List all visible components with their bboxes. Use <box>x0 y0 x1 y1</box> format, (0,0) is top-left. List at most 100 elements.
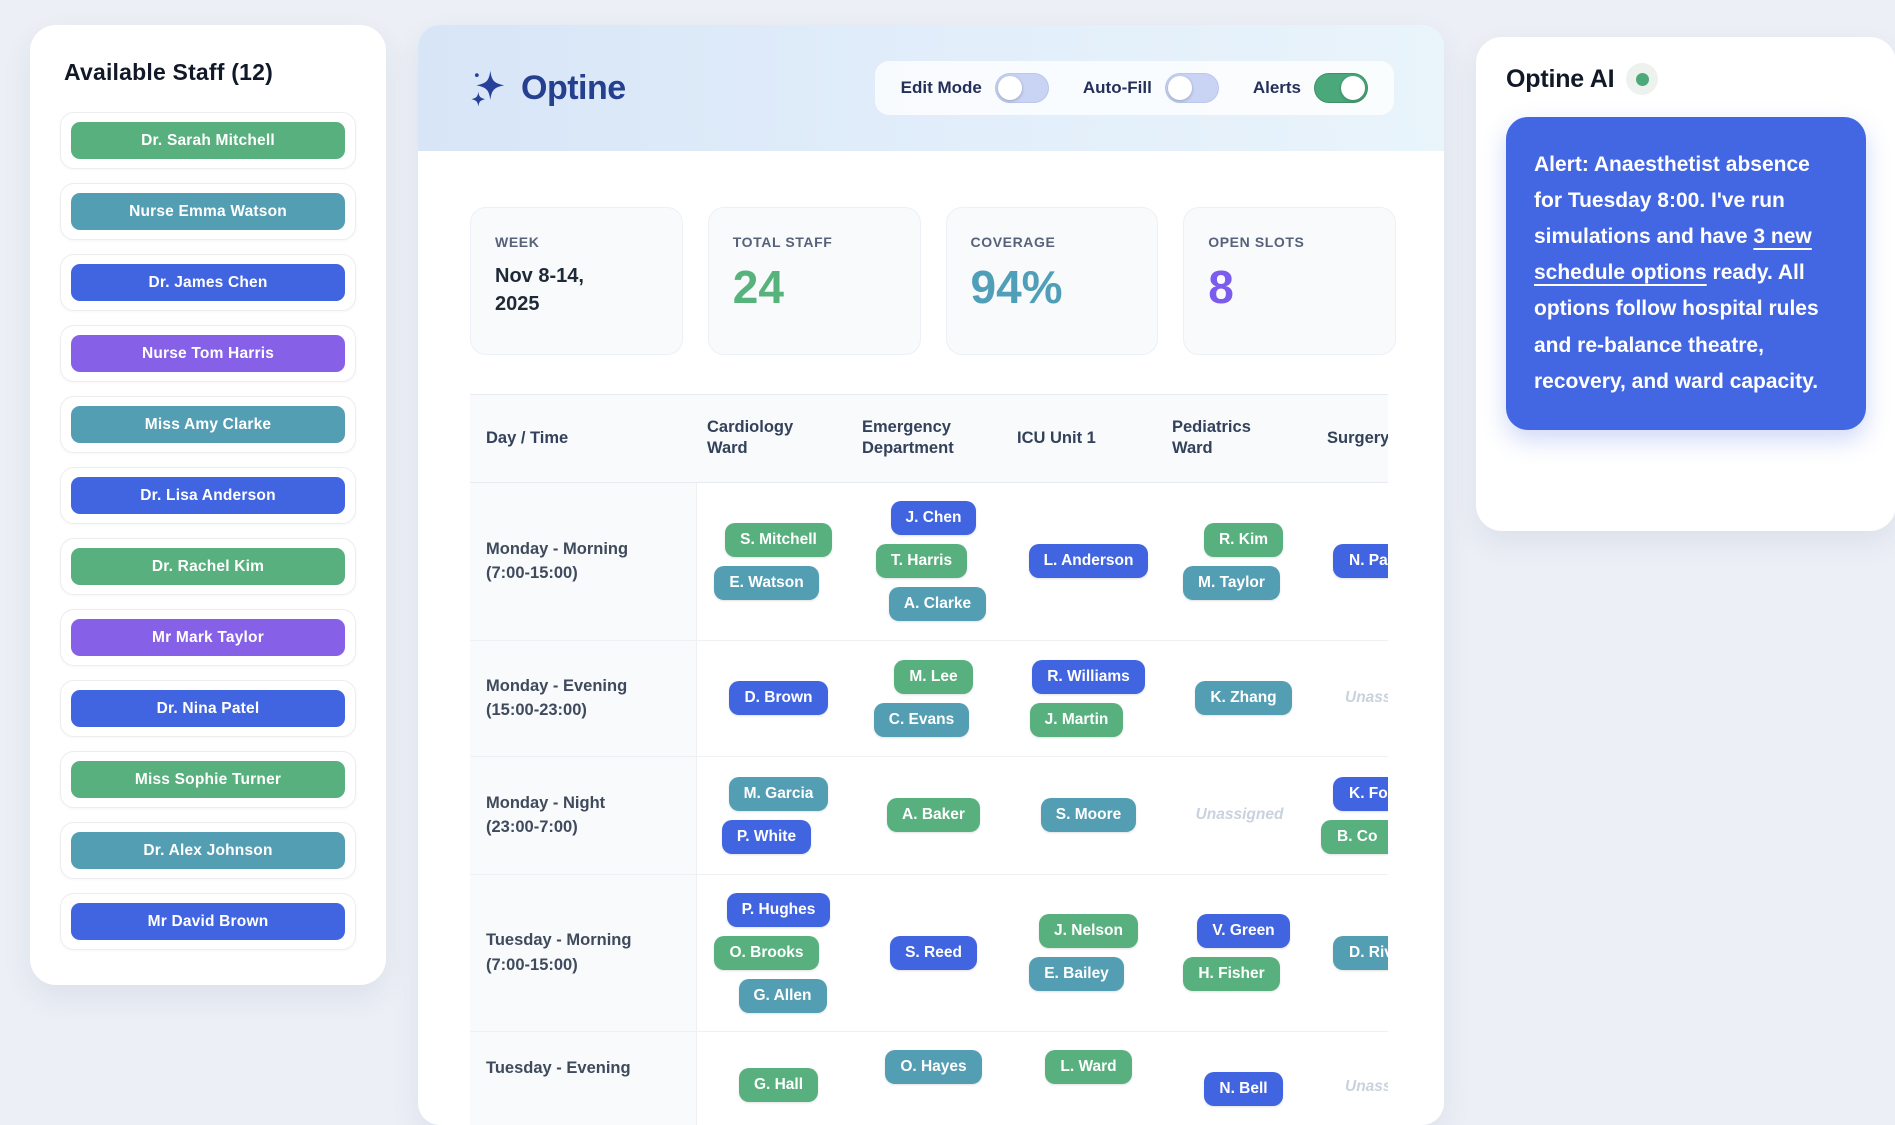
ai-alert-message: Alert: Anaesthetist absence for Tuesday … <box>1506 117 1866 430</box>
shift-cell: R. Williams J. Martin <box>1007 641 1162 756</box>
toggle-group: Edit Mode <box>901 73 1049 103</box>
staff-chip[interactable]: L. Anderson <box>1028 544 1149 579</box>
staff-pill[interactable]: Nurse Tom Harris <box>71 335 345 372</box>
stat-label: COVERAGE <box>970 234 1056 250</box>
shift-cell: V. Green H. Fisher <box>1162 875 1317 1031</box>
staff-chip[interactable]: J. Nelson <box>1039 914 1138 949</box>
staff-chip[interactable]: J. Martin <box>1029 702 1124 737</box>
staff-chip[interactable]: D. Brown <box>729 681 828 716</box>
unassigned-slot: Unass <box>1345 689 1388 707</box>
staff-chip[interactable]: M. Garcia <box>728 776 829 811</box>
staff-pill[interactable]: Miss Sophie Turner <box>71 761 345 798</box>
staff-chip[interactable]: N. Pa <box>1333 544 1388 579</box>
staff-slot: Mr Mark Taylor <box>60 609 356 666</box>
staff-pill[interactable]: Dr. Nina Patel <box>71 690 345 727</box>
ai-message-text: ready. All options follow hospital rules… <box>1534 261 1819 393</box>
staff-chip[interactable]: P. White <box>721 819 812 854</box>
column-header: Emergency Department <box>862 418 954 458</box>
shift-cell: L. Anderson <box>1007 483 1162 640</box>
staff-chip[interactable]: O. Hayes <box>885 1049 982 1084</box>
staff-pill[interactable]: Nurse Emma Watson <box>71 193 345 230</box>
staff-chip[interactable]: H. Fisher <box>1183 957 1280 992</box>
day-label: Tuesday - Evening <box>486 1058 631 1077</box>
stat-card: OPEN SLOTS 8 <box>1183 207 1396 355</box>
staff-pill[interactable]: Dr. Rachel Kim <box>71 548 345 585</box>
staff-chip[interactable]: R. Williams <box>1032 659 1145 694</box>
staff-pill[interactable]: Mr Mark Taylor <box>71 619 345 656</box>
shift-cell: G. Hall <box>697 1032 852 1125</box>
staff-chip[interactable]: K. Zhang <box>1195 681 1292 716</box>
staff-pill[interactable]: Miss Amy Clarke <box>71 406 345 443</box>
staff-chip[interactable]: J. Chen <box>890 501 977 536</box>
schedule-row: Monday - Night (23:00-7:00) M. Garcia P. … <box>470 756 1388 875</box>
staff-chip[interactable]: S. Reed <box>890 935 977 970</box>
column-header: Pediatrics Ward <box>1172 418 1251 458</box>
staff-chip[interactable]: E. Watson <box>714 565 819 600</box>
staff-pill[interactable]: Mr David Brown <box>71 903 345 940</box>
day-time-cell: Monday - Night (23:00-7:00) <box>470 756 697 874</box>
schedule-row: Monday - Morning (7:00-15:00) S. Mitchel… <box>470 482 1388 641</box>
toggle-label: Auto-Fill <box>1082 78 1152 97</box>
stats-row: WEEK Nov 8-14, 2025 TOTAL STAFF 24 COVER… <box>470 207 1396 355</box>
toggle-group: Auto-Fill <box>1083 73 1219 103</box>
unassigned-slot: Unassigned <box>1195 806 1284 824</box>
staff-chip[interactable]: K. Fos <box>1333 776 1388 811</box>
staff-chip[interactable]: M. Lee <box>894 659 973 694</box>
shift-cell: Unass <box>1317 1032 1388 1125</box>
day-time-cell: Monday - Evening (15:00-23:00) <box>470 640 697 756</box>
toggle-switch[interactable] <box>994 73 1049 103</box>
staff-chip[interactable]: A. Baker <box>887 798 980 833</box>
staff-slot: Dr. Nina Patel <box>60 680 356 737</box>
staff-pill[interactable]: Dr. James Chen <box>71 264 345 301</box>
schedule-header-row: Day / Time Cardiology Ward Emergency Depar… <box>470 394 1388 483</box>
unassigned-slot: Unass <box>1345 1077 1388 1095</box>
staff-chip[interactable]: L. Ward <box>1045 1049 1132 1084</box>
staff-chip[interactable]: T. Harris <box>875 544 968 579</box>
shift-cell: J. Nelson E. Bailey <box>1007 875 1162 1031</box>
staff-chip[interactable]: A. Clarke <box>888 587 987 622</box>
staff-chip[interactable]: B. Co <box>1321 819 1388 854</box>
staff-pill[interactable]: Dr. Lisa Anderson <box>71 477 345 514</box>
shift-cell: S. Reed <box>852 875 1007 1031</box>
stat-label: WEEK <box>495 234 540 250</box>
staff-chip[interactable]: M. Taylor <box>1183 565 1280 600</box>
staff-chip[interactable]: D. Riv <box>1333 935 1388 970</box>
staff-chip[interactable]: N. Bell <box>1204 1071 1283 1106</box>
staff-slot: Miss Amy Clarke <box>60 396 356 453</box>
shift-cell: S. Moore <box>1007 757 1162 874</box>
ai-panel-title: Optine AI <box>1506 64 1615 93</box>
staff-chip[interactable]: O. Brooks <box>714 935 819 970</box>
toggle-knob <box>1341 76 1365 100</box>
shift-cell: A. Baker <box>852 757 1007 874</box>
staff-pill[interactable]: Dr. Sarah Mitchell <box>71 122 345 159</box>
shift-cell: Unass <box>1317 641 1388 756</box>
shift-cell: N. Pa <box>1317 483 1388 640</box>
staff-slot: Dr. Lisa Anderson <box>60 467 356 524</box>
staff-chip[interactable]: V. Green <box>1197 914 1290 949</box>
toggle-switch[interactable] <box>1314 73 1368 103</box>
stat-label: TOTAL STAFF <box>732 234 833 250</box>
shift-cell: J. Chen T. Harris A. Clarke <box>852 483 1007 640</box>
staff-slot: Dr. Rachel Kim <box>60 538 356 595</box>
staff-slot: Dr. Alex Johnson <box>60 822 356 879</box>
schedule-options-link[interactable]: 3 new schedule options <box>1534 225 1812 285</box>
toggle-switch[interactable] <box>1164 73 1219 103</box>
schedule-row: Tuesday - Morning (7:00-15:00) P. Hughes… <box>470 874 1388 1032</box>
staff-slot: Nurse Tom Harris <box>60 325 356 382</box>
staff-chip[interactable]: S. Mitchell <box>725 522 832 557</box>
shift-cell: L. Ward <box>1007 1032 1162 1125</box>
staff-chip[interactable]: G. Hall <box>738 1067 819 1102</box>
staff-pill[interactable]: Dr. Alex Johnson <box>71 832 345 869</box>
schedule-table: Day / Time Cardiology Ward Emergency Depar… <box>470 394 1388 1125</box>
ai-message-text: Alert: Anaesthetist absence for Tuesday … <box>1534 153 1810 249</box>
staff-chip[interactable]: G. Allen <box>738 978 827 1013</box>
staff-chip[interactable]: C. Evans <box>873 702 970 737</box>
staff-chip[interactable]: E. Bailey <box>1029 957 1124 992</box>
staff-chip[interactable]: S. Moore <box>1040 798 1137 833</box>
day-label: Monday - Evening <box>486 676 628 695</box>
available-staff-title: Available Staff (12) <box>64 59 273 85</box>
staff-chip[interactable]: P. Hughes <box>726 892 831 927</box>
sparkles-icon <box>471 70 505 107</box>
staff-chip[interactable]: R. Kim <box>1203 522 1284 557</box>
staff-slot: Dr. Sarah Mitchell <box>60 112 356 169</box>
